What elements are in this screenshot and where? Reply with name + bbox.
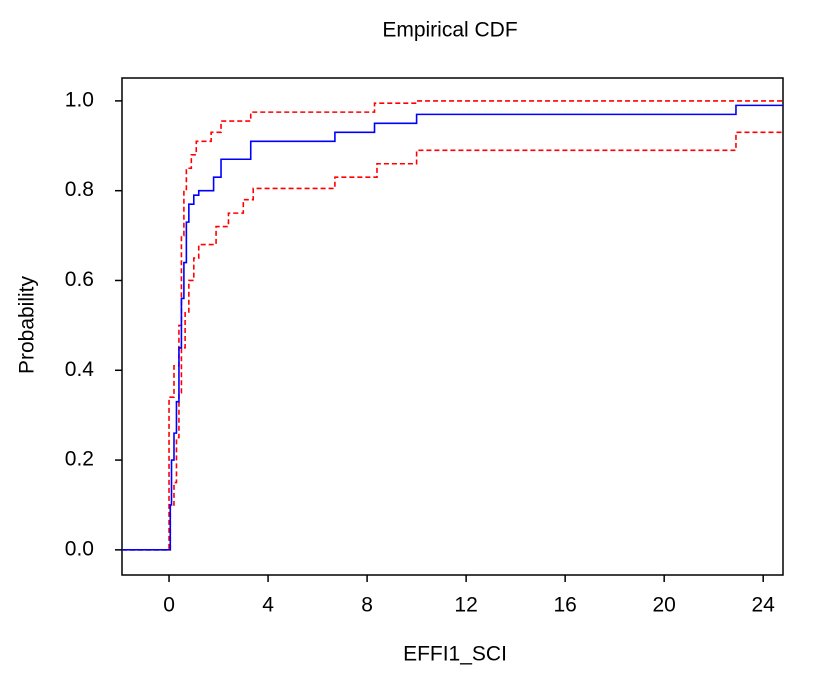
x-tick-label: 12 bbox=[454, 594, 477, 617]
x-tick-label: 24 bbox=[752, 594, 776, 617]
x-tick-label: 8 bbox=[361, 594, 373, 617]
chart-title: Empirical CDF bbox=[382, 19, 517, 42]
x-axis-label: EFFI1_SCI bbox=[403, 643, 507, 666]
y-tick-label: 0.6 bbox=[65, 268, 94, 291]
y-axis-label: Probability bbox=[16, 275, 39, 374]
y-tick-label: 0.2 bbox=[65, 448, 94, 471]
y-tick-label: 1.0 bbox=[65, 88, 94, 111]
x-tick-label: 4 bbox=[262, 594, 274, 617]
x-tick-label: 16 bbox=[553, 594, 576, 617]
cdf-line bbox=[122, 131, 783, 551]
y-tick-label: 0.8 bbox=[65, 178, 94, 201]
y-tick-label: 0.4 bbox=[65, 358, 95, 381]
plot-frame bbox=[121, 77, 784, 576]
cdf-line bbox=[122, 104, 783, 551]
cdf-line bbox=[122, 100, 783, 551]
y-tick-label: 0.0 bbox=[65, 537, 94, 560]
x-tick-label: 0 bbox=[163, 594, 175, 617]
x-tick-label: 20 bbox=[652, 594, 675, 617]
